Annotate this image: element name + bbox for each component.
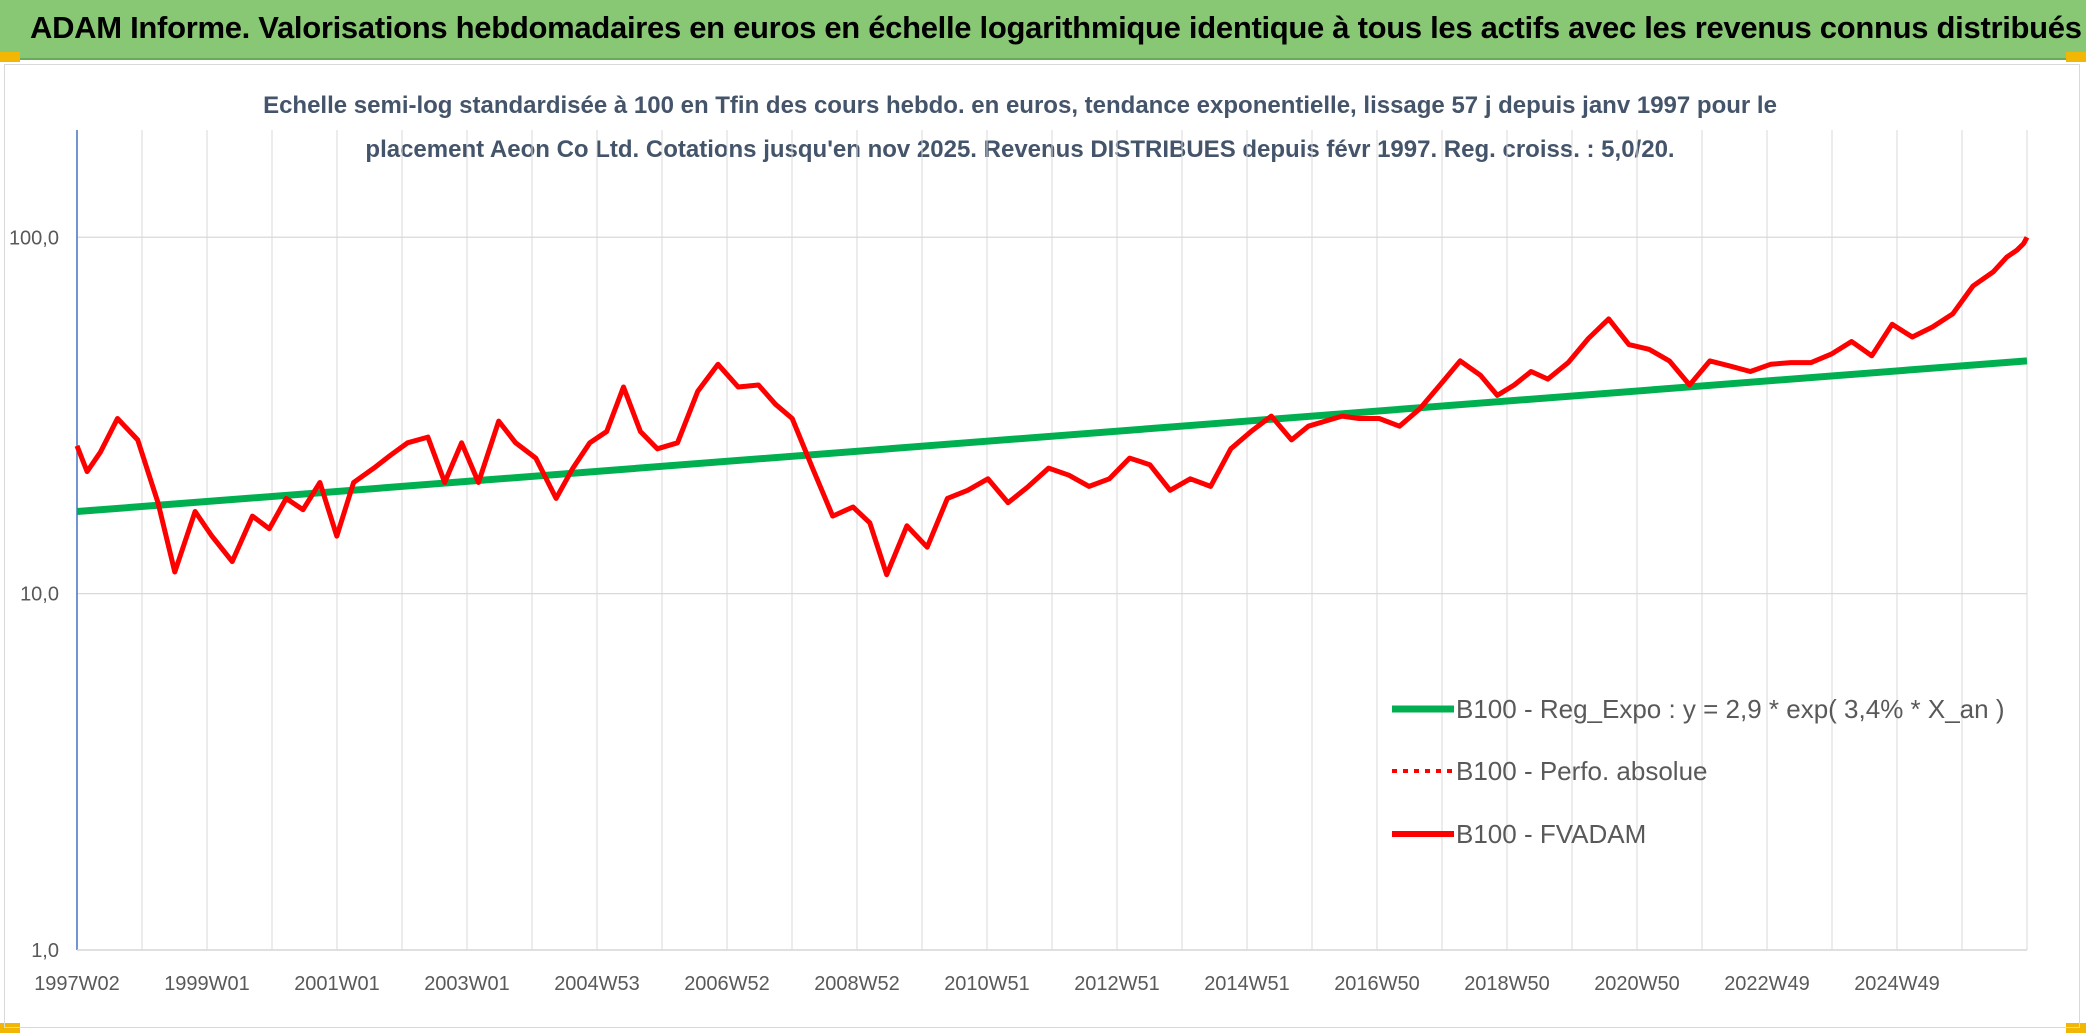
corner-marker	[0, 1023, 20, 1033]
x-tick-label: 1997W02	[34, 973, 120, 995]
y-tick-label: 1,0	[31, 940, 59, 962]
x-tick-label: 2016W50	[1334, 973, 1420, 995]
x-tick-label: 2010W51	[944, 973, 1030, 995]
x-tick-label: 2014W51	[1204, 973, 1290, 995]
chart-area	[4, 64, 2080, 1028]
x-tick-label: 2022W49	[1724, 973, 1810, 995]
fvadam-series-line	[74, 236, 2030, 578]
x-tick-label: 2024W49	[1854, 973, 1940, 995]
x-tick-label: 2008W52	[814, 973, 900, 995]
x-tick-label: 2018W50	[1464, 973, 1550, 995]
x-tick-label: 2012W51	[1074, 973, 1160, 995]
x-tick-label: 1999W01	[164, 973, 250, 995]
chart-title-line1: Echelle semi-log standardisée à 100 en T…	[263, 92, 1777, 119]
corner-marker	[0, 52, 20, 62]
report-title: ADAM Informe. Valorisations hebdomadaire…	[30, 10, 2082, 45]
y-tick-label: 10,0	[20, 584, 59, 606]
y-tick-label: 100,0	[9, 227, 59, 249]
regression-series-line	[76, 357, 2028, 516]
corner-marker	[2066, 52, 2086, 62]
x-tick-label: 2003W01	[424, 973, 510, 995]
legend-entry: B100 - FVADAM	[1456, 819, 1646, 849]
x-tick-label: 2006W52	[684, 973, 770, 995]
legend-entry: B100 - Reg_Expo : y = 2,9 * exp( 3,4% * …	[1456, 694, 2005, 724]
x-tick-label: 2004W53	[554, 973, 640, 995]
x-tick-label: 2001W01	[294, 973, 380, 995]
corner-marker	[2066, 1023, 2086, 1033]
chart-title-line2: placement Aeon Co Ltd. Cotations jusqu'e…	[365, 136, 1675, 163]
legend-entry: B100 - Perfo. absolue	[1456, 756, 1708, 786]
x-tick-label: 2020W50	[1594, 973, 1680, 995]
report-header: ADAM Informe. Valorisations hebdomadaire…	[0, 0, 2086, 60]
